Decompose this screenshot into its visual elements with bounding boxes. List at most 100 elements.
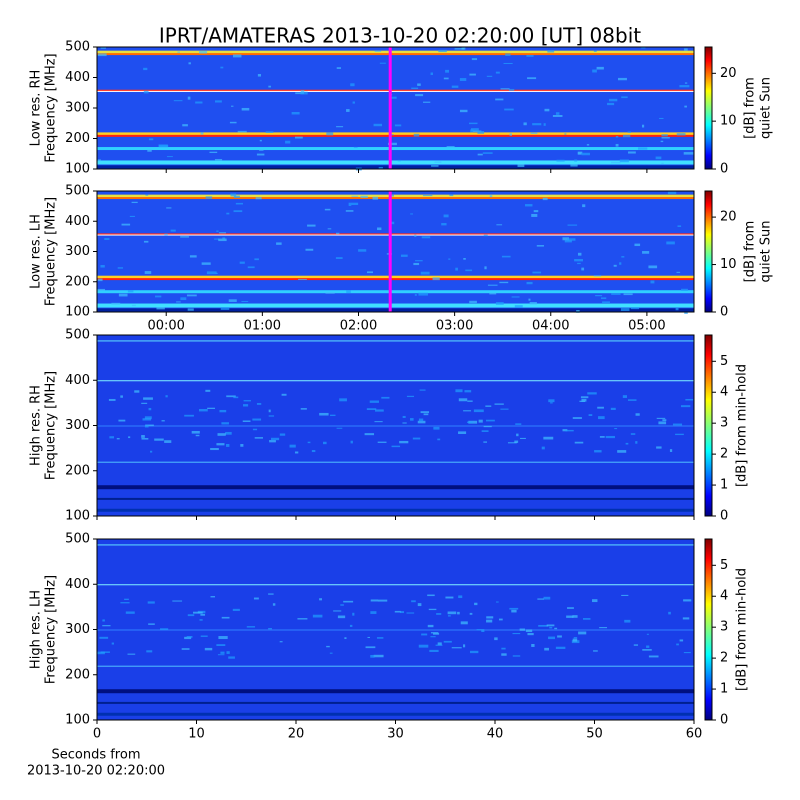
spectrogram-speckle	[469, 300, 477, 304]
spectrogram-speckle	[630, 307, 640, 310]
spectrogram-speckle	[397, 159, 401, 162]
spectrogram-speckle	[222, 237, 226, 240]
spectrogram-speckle	[300, 91, 308, 95]
spectrogram-band	[97, 132, 694, 136]
spectrogram-speckle	[443, 77, 449, 80]
x-tick-label: 03:00	[436, 319, 473, 334]
spectrogram-speckle	[344, 637, 347, 640]
spectrogram-speckle	[679, 85, 690, 88]
spectrogram-speckle	[635, 441, 638, 444]
spectrogram-speckle	[216, 443, 225, 446]
spectrogram-speckle	[469, 650, 479, 654]
spectrogram-speckle	[324, 208, 331, 211]
spectrogram-speckle	[467, 421, 473, 423]
spectrogram-speckle	[516, 433, 519, 437]
spectrogram-speckle	[141, 402, 148, 404]
spectrogram-speckle	[471, 58, 478, 61]
spectrogram-speckle	[189, 255, 197, 258]
spectrogram-speckle	[458, 431, 467, 434]
spectrogram-speckle	[181, 648, 190, 650]
spectrogram-speckle	[217, 433, 226, 436]
spectrogram-speckle	[469, 122, 478, 125]
spectrogram-speckle	[577, 152, 582, 155]
spectrogram-speckle	[207, 407, 216, 409]
spectrogram-speckle	[144, 416, 152, 420]
spectrogram-speckle	[294, 136, 303, 139]
spectrogram-speckle	[128, 436, 131, 439]
spectrogram-speckle	[588, 414, 593, 416]
spectrogram-speckle	[508, 88, 515, 91]
spectrogram-speckle	[199, 51, 208, 54]
spectrogram-speckle	[345, 210, 354, 212]
y-tick-label: 100	[65, 713, 90, 728]
spectrogram-speckle	[621, 594, 629, 596]
spectrogram-speckle	[623, 293, 633, 296]
spectrogram-speckle	[259, 149, 264, 151]
spectrogram-band	[97, 380, 694, 382]
spectrogram-speckle	[441, 223, 447, 226]
spectrogram-speckle	[536, 245, 544, 247]
spectrogram-speckle	[428, 608, 437, 611]
spectrogram-speckle	[97, 288, 106, 291]
spectrogram-speckle	[648, 265, 658, 269]
spectrogram-speckle	[372, 196, 379, 200]
spectrogram-speckle	[418, 644, 429, 648]
spectrogram-speckle	[214, 238, 219, 240]
y-axis-label: High res. LH	[29, 590, 44, 669]
spectrogram-speckle	[504, 108, 514, 111]
spectrogram-speckle	[268, 415, 275, 417]
spectrogram-speckle	[233, 54, 242, 58]
spectrogram-speckle	[97, 278, 103, 282]
colorbar-tick-label: 2	[720, 447, 728, 462]
y-tick-label: 500	[65, 40, 90, 55]
x-tick-label: 20	[288, 727, 305, 742]
spectrogram-speckle	[391, 134, 394, 136]
spectrogram-speckle	[256, 403, 262, 405]
spectrogram-speckle	[411, 87, 419, 90]
colorbar-tick-label: 3	[720, 416, 728, 431]
spectrogram-speckle	[685, 398, 694, 401]
x-tick-label: 40	[487, 727, 504, 742]
spectrogram-speckle	[300, 408, 307, 410]
spectrogram-speckle	[582, 618, 591, 620]
spectrogram-speckle	[148, 407, 152, 411]
spectrogram-background	[97, 47, 694, 169]
spectrogram-speckle	[624, 619, 631, 623]
spectrogram-speckle	[210, 596, 215, 598]
spectrogram-speckle	[221, 616, 230, 619]
spectrogram-speckle	[254, 258, 259, 261]
spectrogram-speckle	[498, 618, 503, 621]
spectrogram-speckle	[517, 164, 525, 167]
spectrogram-speckle	[672, 423, 683, 426]
spectrogram-speckle	[666, 241, 675, 245]
spectrogram-speckle	[209, 151, 218, 154]
spectrogram-speckle	[377, 227, 382, 231]
spectrogram-speckle	[630, 433, 636, 435]
spectrogram-speckle	[200, 635, 208, 637]
spectrogram-speckle	[228, 299, 237, 302]
spectrogram-speckle	[464, 390, 472, 393]
spectrogram-speckle	[253, 597, 259, 600]
spectrogram-speckle	[243, 400, 251, 402]
spectrogram-speckle	[437, 438, 441, 441]
spectrogram-speckle	[519, 628, 526, 631]
spectrogram-speckle	[600, 297, 607, 300]
spectrogram-speckle	[415, 260, 423, 262]
spectrogram-speckle	[634, 243, 641, 247]
x-tick-label: 01:00	[244, 319, 281, 334]
spectrogram-speckle	[472, 130, 482, 132]
spectrogram-speckle	[599, 436, 605, 438]
spectrogram-speckle	[470, 128, 479, 131]
spectrogram-speckle	[150, 450, 153, 453]
spectrogram-speckle	[661, 162, 664, 164]
spectrogram-speckle	[156, 307, 165, 310]
spectrogram-speckle	[374, 421, 383, 423]
spectrogram-speckle	[176, 301, 181, 303]
spectrogram-speckle	[349, 624, 353, 627]
spectrogram-speckle	[611, 293, 621, 295]
spectrogram-speckle	[641, 124, 645, 128]
spectrogram-speckle	[413, 133, 420, 137]
spectrogram-speckle	[459, 78, 467, 81]
spectrogram-speckle	[420, 271, 430, 275]
spectrogram-speckle	[526, 281, 533, 285]
